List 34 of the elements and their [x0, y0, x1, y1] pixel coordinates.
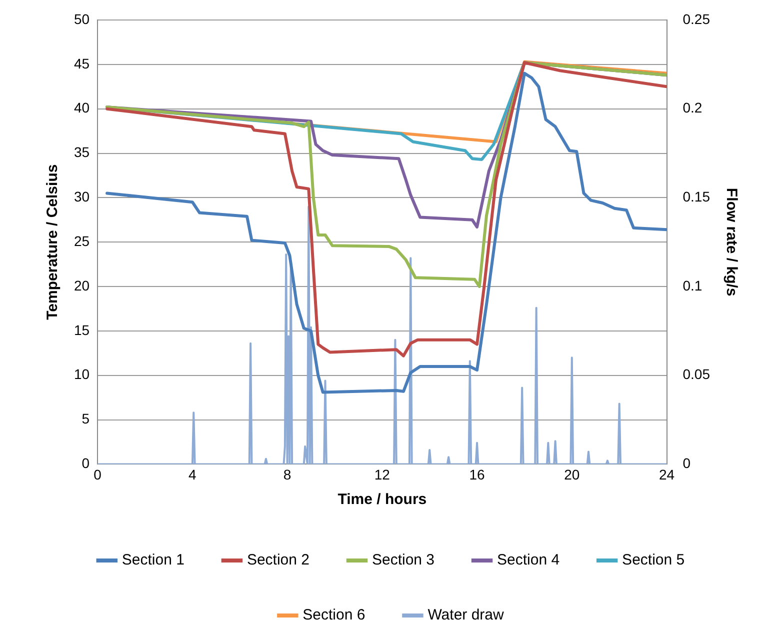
y-tick-label: 40	[74, 100, 90, 116]
y-tick-label: 35	[74, 144, 90, 160]
y2-axis-title: Flow rate / kg/s	[722, 188, 740, 296]
y-tick-label: 15	[74, 322, 90, 338]
legend-label: Section 1	[122, 552, 184, 569]
y2-tick-label: 0.1	[682, 277, 702, 294]
x-axis-title: Time / hours	[338, 491, 427, 508]
legend-label: Section 3	[372, 552, 435, 569]
legend-label: Section 2	[246, 552, 310, 569]
y2-tick-label: 0	[682, 455, 691, 472]
y-tick-label: 20	[74, 277, 90, 294]
x-tick-label: 16	[469, 466, 486, 482]
x-tick-label: 24	[658, 466, 675, 482]
y2-tick-label: 0.15	[682, 188, 710, 205]
y-tick-label: 50	[74, 10, 90, 27]
legend-label: Section 6	[302, 606, 366, 624]
y-tick-label: 25	[74, 232, 90, 249]
y-tick-label: 5	[82, 410, 90, 427]
x-tick-label: 8	[283, 466, 292, 482]
x-tick-label: 12	[374, 466, 390, 482]
x-tick-label: 20	[564, 466, 580, 482]
y-tick-label: 10	[74, 366, 90, 382]
y-tick-label: 45	[74, 55, 90, 72]
y-tick-label: 0	[82, 455, 90, 472]
legend-label: Section 5	[622, 552, 685, 569]
y-axis-title: Temperature / Celsius	[44, 164, 62, 320]
y2-tick-label: 0.25	[682, 10, 710, 27]
x-tick-label: 0	[94, 466, 102, 482]
y-tick-label: 30	[74, 188, 90, 205]
legend-label: Water draw	[428, 606, 504, 624]
x-tick-label: 4	[188, 466, 197, 482]
legend-label: Section 4	[497, 552, 560, 569]
y2-tick-label: 0.2	[682, 100, 702, 116]
y2-tick-label: 0.05	[682, 366, 710, 382]
